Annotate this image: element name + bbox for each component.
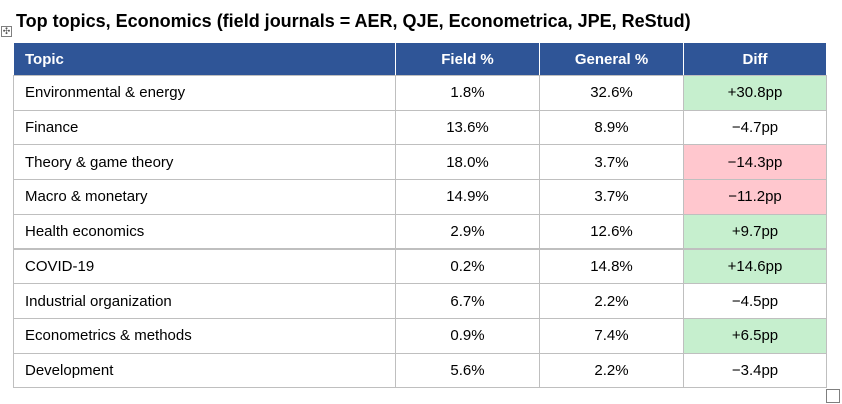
table-cell: Environmental & energy bbox=[13, 75, 396, 111]
table-cell: 1.8% bbox=[395, 75, 540, 111]
table-cell: COVID-19 bbox=[13, 248, 396, 285]
table-cell: 6.7% bbox=[395, 283, 540, 319]
table-cell: −4.7pp bbox=[683, 109, 827, 146]
header-cell: General % bbox=[539, 42, 684, 76]
table-title: Top topics, Economics (field journals = … bbox=[16, 11, 691, 31]
table-cell: −11.2pp bbox=[683, 179, 827, 215]
table-cell: 3.7% bbox=[539, 144, 684, 181]
header-cell: Topic bbox=[13, 42, 396, 76]
table-cell: Econometrics & methods bbox=[13, 317, 396, 354]
move-handle[interactable]: ✣ bbox=[1, 26, 12, 37]
table-cell: 3.7% bbox=[539, 179, 684, 215]
table-cell: 8.9% bbox=[539, 109, 684, 146]
table-cell: 0.9% bbox=[395, 317, 540, 354]
table-cell: −3.4pp bbox=[683, 352, 827, 389]
table-cell: Theory & game theory bbox=[13, 144, 396, 181]
table-cell: Development bbox=[13, 352, 396, 389]
table-cell: −14.3pp bbox=[683, 144, 827, 181]
header-cell: Field % bbox=[395, 42, 540, 76]
table-cell: 13.6% bbox=[395, 109, 540, 146]
table-cell: 18.0% bbox=[395, 144, 540, 181]
table-cell: Finance bbox=[13, 109, 396, 146]
table-cell: Health economics bbox=[13, 213, 396, 250]
table-cell: +14.6pp bbox=[683, 248, 827, 285]
table-cell: 7.4% bbox=[539, 317, 684, 354]
table-cell: 12.6% bbox=[539, 213, 684, 250]
resize-handle[interactable] bbox=[826, 389, 840, 403]
header-cell: Diff bbox=[683, 42, 827, 76]
table-cell: 0.2% bbox=[395, 248, 540, 285]
table-cell: +30.8pp bbox=[683, 75, 827, 111]
table-cell: 5.6% bbox=[395, 352, 540, 389]
table-cell: 2.9% bbox=[395, 213, 540, 250]
table-cell: +9.7pp bbox=[683, 213, 827, 250]
table-cell: Macro & monetary bbox=[13, 179, 396, 215]
table-cell: 14.9% bbox=[395, 179, 540, 215]
table-cell: −4.5pp bbox=[683, 283, 827, 319]
table-cell: Industrial organization bbox=[13, 283, 396, 319]
table-cell: 32.6% bbox=[539, 75, 684, 111]
table-cell: 2.2% bbox=[539, 352, 684, 389]
table-cell: +6.5pp bbox=[683, 317, 827, 354]
table-cell: 14.8% bbox=[539, 248, 684, 285]
table-cell: 2.2% bbox=[539, 283, 684, 319]
